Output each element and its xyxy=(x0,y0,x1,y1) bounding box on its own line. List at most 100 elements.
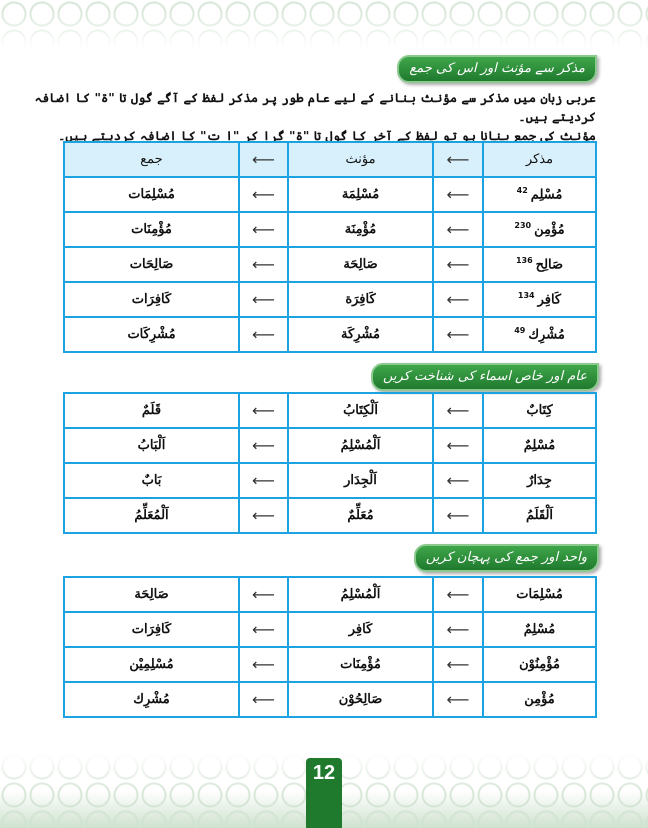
cell-word-2: مُسْلِمَة xyxy=(287,176,434,213)
cell-word-1: مُؤْمِن xyxy=(482,681,597,718)
arrow-icon: ⟵ xyxy=(432,281,484,318)
cell-word-2: اَلْمُسْلِمُ xyxy=(287,576,434,613)
cell-word-1: مُسْلِمٌ xyxy=(482,611,597,648)
arrow-icon-text: ⟵ xyxy=(446,185,470,204)
arrow-icon-text: ⟵ xyxy=(446,220,470,239)
arrow-icon: ⟵ xyxy=(432,497,484,534)
arrow-icon: ⟵ xyxy=(238,462,289,499)
arrow-icon: ⟵ xyxy=(432,246,484,283)
cell-word-2: مُعَلِّمٌ xyxy=(287,497,434,534)
arrow-icon: ⟵ xyxy=(432,611,484,648)
cell-word-2-text: اَلْمُسْلِمُ xyxy=(340,587,381,602)
cell-word-1-text: مُسْلِم xyxy=(530,187,563,203)
cell-word-3-text: صَالِحَة xyxy=(134,587,169,602)
cell-word-1-text: مُؤْمِنُوْن xyxy=(519,657,560,672)
cell-word-2: كَافِر xyxy=(287,611,434,648)
cell-word-3: صَالِحَات xyxy=(63,246,240,283)
table-row: مُشْرِك49 ⟵ مُشْرِكَة ⟵ مُشْرِكَات xyxy=(63,316,597,353)
arrow-icon-text: ⟵ xyxy=(446,620,470,639)
cell-word-1: كَافِر134 xyxy=(482,281,597,318)
arrow-icon: ⟵ xyxy=(238,211,289,248)
cell-word-1-text: كَافِر xyxy=(537,292,562,308)
cell-word-1-text: مُؤْمِن xyxy=(534,222,565,238)
arrow-icon: ⟵ xyxy=(432,211,484,248)
arrow-icon: ⟵ xyxy=(432,646,484,683)
cell-word-1: مُسْلِمَات xyxy=(482,576,597,613)
cell-word-1: مُؤْمِنُوْن xyxy=(482,646,597,683)
section2-title: عام اور خاص اسماء کی شناخت کریں xyxy=(370,363,599,391)
cell-word-3-text: قَلَمٌ xyxy=(141,403,162,418)
verse-reference: 230 xyxy=(514,221,532,231)
cell-word-3-text: مُؤْمِنَات xyxy=(131,222,172,237)
arrow-icon-text: ⟵ xyxy=(252,255,275,274)
cell-word-2: صَالِحُوْن xyxy=(287,681,434,718)
cell-word-2-text: اَلْمُسْلِمُ xyxy=(340,438,381,453)
table-row: صَالِح136 ⟵ صَالِحَة ⟵ صَالِحَات xyxy=(63,246,597,283)
cell-word-2-text: صَالِحُوْن xyxy=(338,692,383,707)
cell-word-3: صَالِحَة xyxy=(63,576,240,613)
intro-text: عربی زبان میں مذکر سے مؤنث بنانے کے لیے … xyxy=(0,88,597,145)
header-feminine: مؤنث xyxy=(287,141,434,178)
cell-word-2-text: مُؤْمِنَة xyxy=(344,222,377,237)
cell-word-3-text: كَافِرَات xyxy=(131,622,172,637)
cell-word-2-text: مُعَلِّمٌ xyxy=(347,508,374,523)
table-row: جِدَارٌ ⟵ اَلْجِدَار ⟵ بَابٌ xyxy=(63,462,597,499)
cell-word-1-text: جِدَارٌ xyxy=(527,473,552,488)
cell-word-3: قَلَمٌ xyxy=(63,392,240,429)
table-row: مُؤْمِن230 ⟵ مُؤْمِنَة ⟵ مُؤْمِنَات xyxy=(63,211,597,248)
arrow-icon: ⟵ xyxy=(238,246,289,283)
cell-word-1-text: مُسْلِمٌ xyxy=(523,438,556,453)
arrow-icon: ⟵ xyxy=(238,427,289,464)
section3-title: واحد اور جمع کی پہچان کریں xyxy=(413,544,599,572)
arrow-icon: ⟵ xyxy=(238,611,289,648)
cell-word-2: مُشْرِكَة xyxy=(287,316,434,353)
arrow-icon: ⟵ xyxy=(238,646,289,683)
table-row: مُسْلِم42 ⟵ مُسْلِمَة ⟵ مُسْلِمَات xyxy=(63,176,597,213)
arrow-icon: ⟵ xyxy=(432,427,484,464)
cell-word-2-text: اَلْجِدَار xyxy=(344,473,377,488)
arrow-icon-text: ⟵ xyxy=(446,290,470,309)
table-row: مُؤْمِنُوْن ⟵ مُؤْمِنَات ⟵ مُسْلِمِيْن xyxy=(63,646,597,683)
arrow-icon: ⟵ xyxy=(432,681,484,718)
cell-word-2-text: كَافِرَة xyxy=(345,292,376,307)
cell-word-3-text: بَابٌ xyxy=(141,473,162,488)
arrow-icon: ⟵ xyxy=(432,462,484,499)
table-row: اَلْقَلَمُ ⟵ مُعَلِّمٌ ⟵ اَلْمُعَلِّمُ xyxy=(63,497,597,534)
cell-word-3-text: مُسْلِمَات xyxy=(128,187,175,202)
cell-word-1: مُؤْمِن230 xyxy=(482,211,597,248)
arrow-icon-text: ⟵ xyxy=(252,401,275,420)
cell-word-2-text: مُؤْمِنَات xyxy=(340,657,381,672)
arrow-icon: ⟵ xyxy=(432,392,484,429)
cell-word-2-text: مُشْرِكَة xyxy=(341,327,380,342)
arrow-icon: ⟵ xyxy=(238,392,289,429)
cell-word-3: بَابٌ xyxy=(63,462,240,499)
cell-word-1: مُسْلِم42 xyxy=(482,176,597,213)
arrow-icon: ⟵ xyxy=(432,141,484,178)
cell-word-3: مُؤْمِنَات xyxy=(63,211,240,248)
cell-word-1: مُشْرِك49 xyxy=(482,316,597,353)
cell-word-2: اَلْجِدَار xyxy=(287,462,434,499)
common-proper-nouns-table: كِتَابٌ ⟵ اَلْكِتَابُ ⟵ قَلَمٌ مُسْلِمٌ ⟵ اَلْم… xyxy=(63,392,597,534)
arrow-icon: ⟵ xyxy=(432,316,484,353)
arrow-icon: ⟵ xyxy=(432,576,484,613)
arrow-icon-text: ⟵ xyxy=(252,325,275,344)
arrow-icon-text: ⟵ xyxy=(446,585,470,604)
arrow-icon-text: ⟵ xyxy=(446,506,470,525)
cell-word-1: اَلْقَلَمُ xyxy=(482,497,597,534)
cell-word-3-text: اَلْبَابُ xyxy=(137,438,166,453)
cell-word-3: مُشْرِك xyxy=(63,681,240,718)
arrow-icon-text: ⟵ xyxy=(446,436,470,455)
cell-word-3: اَلْبَابُ xyxy=(63,427,240,464)
page-number: 12 xyxy=(306,758,342,828)
cell-word-1-text: كِتَابٌ xyxy=(526,403,553,418)
header-plural: جمع xyxy=(63,141,240,178)
arrow-icon-text: ⟵ xyxy=(252,290,275,309)
arrow-icon: ⟵ xyxy=(432,176,484,213)
arrow-icon-text: ⟵ xyxy=(252,585,275,604)
singular-plural-table: مُسْلِمَات ⟵ اَلْمُسْلِمُ ⟵ صَالِحَة مُسْلِمٌ… xyxy=(63,576,597,718)
cell-word-2-text: صَالِحَة xyxy=(343,257,378,272)
cell-word-2: اَلْمُسْلِمُ xyxy=(287,427,434,464)
arrow-icon: ⟵ xyxy=(238,281,289,318)
arrow-icon-text: ⟵ xyxy=(252,620,275,639)
cell-word-2-text: اَلْكِتَابُ xyxy=(343,403,378,418)
